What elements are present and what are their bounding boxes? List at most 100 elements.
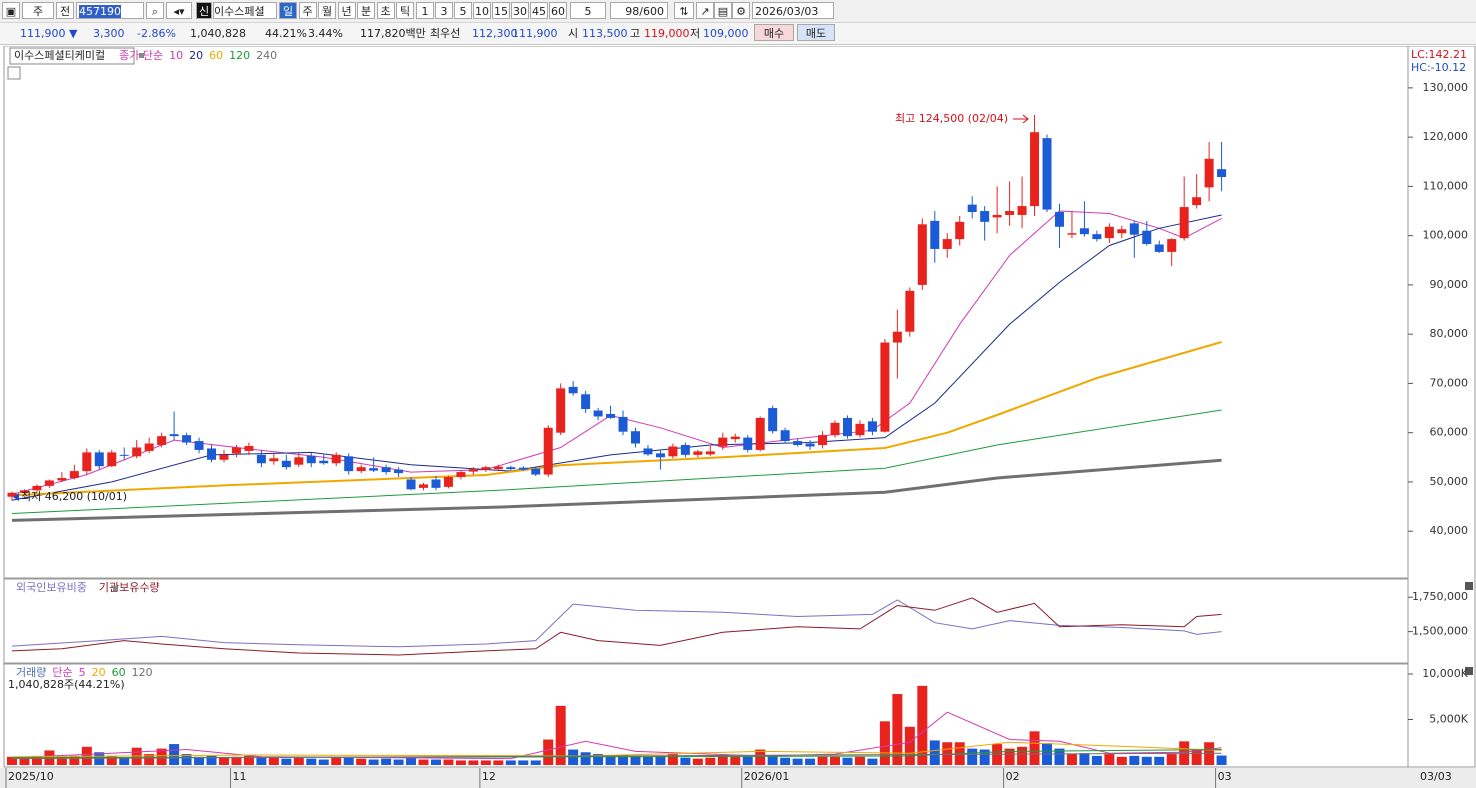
candle-body — [1154, 244, 1164, 252]
line — [11, 409, 1222, 514]
toolbar-button[interactable]: 30 — [511, 2, 529, 19]
candle-body — [431, 479, 441, 488]
code: 457190 — [79, 5, 121, 18]
prev-button[interactable]: 전 — [56, 2, 74, 19]
legend-entry: 120 — [229, 49, 250, 62]
low-label: 저 — [690, 27, 701, 40]
candle-body — [668, 446, 678, 457]
save-icon[interactable]: ▤ — [714, 2, 732, 19]
unit-select[interactable]: 5 — [570, 2, 606, 19]
volume-bar — [206, 755, 217, 765]
volume-bar — [480, 760, 491, 765]
volume-bar — [406, 757, 417, 765]
panel-close[interactable] — [1465, 582, 1473, 590]
volume-bar — [1004, 748, 1015, 765]
toolbar-button[interactable]: 월 — [318, 2, 336, 19]
annotation-arrow — [13, 493, 19, 501]
y-tick-label: 1,500,000 — [1412, 625, 1468, 638]
volume-bar — [630, 755, 641, 765]
candle-body — [119, 454, 129, 456]
x-tick-label: 2025/10 — [8, 770, 54, 783]
candle-body — [19, 490, 29, 493]
volume-bar — [243, 755, 254, 765]
market-select[interactable]: 주 — [22, 2, 54, 19]
volume-bar — [780, 757, 791, 765]
toolbar-button[interactable]: 일 — [279, 2, 297, 19]
candle-body — [1042, 138, 1052, 210]
volume-bar — [904, 726, 915, 765]
toolbar-button[interactable]: 1 — [416, 2, 434, 19]
toolbar-button[interactable]: 주 — [298, 2, 317, 19]
volume-bar — [593, 754, 604, 765]
volume-bar — [979, 749, 990, 765]
volume-bar — [331, 756, 342, 765]
legend-box — [9, 47, 135, 65]
toolbar-button[interactable]: 틱 — [396, 2, 414, 19]
candle-body — [1079, 228, 1089, 235]
toolbar-button[interactable]: 10 — [473, 2, 491, 19]
candle-body — [406, 479, 416, 490]
buy-button[interactable]: 매수 — [754, 24, 794, 41]
candle-body — [1005, 211, 1015, 215]
y-tick-label: 130,000 — [1423, 81, 1469, 94]
candle-body — [980, 211, 990, 222]
volume-bar — [293, 757, 304, 765]
y-tick-label: 50,000 — [1430, 475, 1469, 488]
candle-body — [281, 460, 291, 468]
candle-body — [693, 451, 703, 455]
settings-icon[interactable]: ⚙ — [732, 2, 750, 19]
y-tick-label: 90,000 — [1430, 278, 1469, 291]
toolbar-button[interactable]: 60 — [549, 2, 567, 19]
toolbar-button[interactable]: 45 — [530, 2, 548, 19]
volume-bar — [119, 757, 130, 765]
sell-button[interactable]: 매도 — [797, 24, 835, 41]
volume-bar — [443, 759, 454, 765]
toolbar-button[interactable]: 분 — [357, 2, 375, 19]
volume: 1,040,828 — [190, 27, 246, 40]
candle-body — [730, 436, 740, 440]
y-tick-label: 1,750,000 — [1412, 590, 1468, 603]
legend-marker — [139, 53, 144, 58]
menu-icon[interactable]: ▣ — [2, 2, 20, 19]
toolbar-button[interactable]: 5 — [454, 2, 472, 19]
volume-bar — [842, 757, 853, 765]
volume-bar — [1091, 755, 1102, 765]
panel-icon[interactable] — [7, 66, 21, 80]
bid: 111,900 — [512, 27, 558, 40]
volume-bar — [854, 756, 865, 765]
candle-body — [107, 452, 117, 467]
volume-bar — [31, 755, 42, 765]
candle-body — [655, 453, 665, 458]
toolbar-button[interactable]: 년 — [337, 2, 356, 19]
line — [11, 597, 1222, 656]
count-input[interactable]: 98/600 — [610, 2, 668, 19]
volume-bar — [19, 757, 30, 765]
stock-name: 이수스페셜 — [213, 2, 277, 19]
candle-body — [132, 447, 142, 457]
credit-badge: 신 — [196, 2, 212, 19]
y-axis-panel — [1407, 46, 1476, 768]
tool-icon[interactable]: ⇅ — [674, 2, 694, 19]
search-button[interactable]: ⌕ — [146, 2, 164, 19]
toolbar-button[interactable]: 15 — [492, 2, 510, 19]
panel-close[interactable] — [1465, 667, 1473, 675]
candle-body — [743, 437, 753, 450]
candle-body — [1054, 212, 1064, 227]
candle-body — [419, 484, 429, 488]
candle-body — [855, 423, 865, 436]
candle-body — [1117, 229, 1127, 234]
volume-bar — [767, 754, 778, 765]
candle-body — [942, 239, 952, 249]
volume-bar — [717, 754, 728, 765]
tool-icon[interactable]: ↗ — [696, 2, 714, 19]
volume-bar — [742, 756, 753, 765]
sound-button[interactable]: ◂▾ — [166, 2, 192, 19]
candle-body — [1179, 207, 1189, 239]
date-input[interactable]: 2026/03/03 — [752, 2, 834, 19]
candle-body — [319, 460, 329, 464]
toolbar-button[interactable]: 초 — [376, 2, 395, 19]
candle-body — [207, 448, 217, 460]
code-input[interactable]: 457190 — [76, 2, 144, 19]
toolbar-button[interactable]: 3 — [435, 2, 453, 19]
chart: 40,000 50,000 60,000 70,000 80,000 90,000 100,… — [0, 46, 1476, 788]
